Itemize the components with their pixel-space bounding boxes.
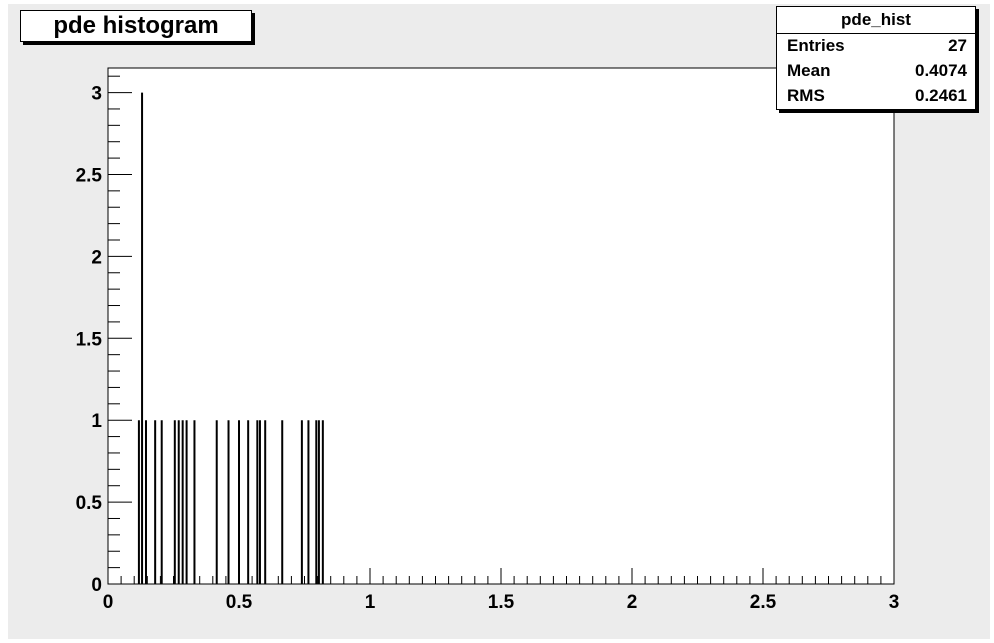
histogram-bars (137, 92, 324, 584)
y-tick-label: 3 (91, 84, 102, 105)
x-tick-label: 1.5 (488, 592, 515, 613)
stats-box: pde_hist Entries 27 Mean 0.4074 RMS 0.24… (776, 6, 976, 110)
stats-row-entries: Entries 27 (777, 34, 975, 59)
plot-frame (107, 67, 895, 585)
y-tick-label: 2.5 (76, 165, 103, 186)
stats-entries-label: Entries (787, 36, 845, 55)
axes: 0 0.5 1 1.5 2 2.5 3 0 0.5 1 1.5 2 2.5 3 (76, 75, 900, 613)
x-tick-label: 0.5 (226, 592, 253, 613)
stats-name: pde_hist (777, 7, 975, 34)
x-tick-label: 1 (365, 592, 376, 613)
stats-rms-label: RMS (787, 86, 825, 105)
stats-mean-value: 0.4074 (915, 61, 967, 80)
x-tick-label: 2.5 (750, 592, 777, 613)
stats-mean-label: Mean (787, 61, 831, 80)
stats-row-mean: Mean 0.4074 (777, 59, 975, 84)
stats-entries-value: 27 (948, 36, 967, 55)
x-tick-label: 2 (627, 592, 638, 613)
stats-row-rms: RMS 0.2461 (777, 84, 975, 109)
y-tick-label: 0 (91, 575, 102, 596)
chart-title: pde histogram (20, 10, 252, 42)
y-tick-label: 2 (91, 247, 102, 268)
y-tick-label: 1.5 (76, 329, 103, 350)
y-tick-label: 1 (91, 411, 102, 432)
x-tick-label: 0 (103, 592, 114, 613)
stats-rms-value: 0.2461 (915, 86, 967, 105)
x-tick-label: 3 (889, 592, 900, 613)
y-tick-label: 0.5 (76, 493, 103, 514)
